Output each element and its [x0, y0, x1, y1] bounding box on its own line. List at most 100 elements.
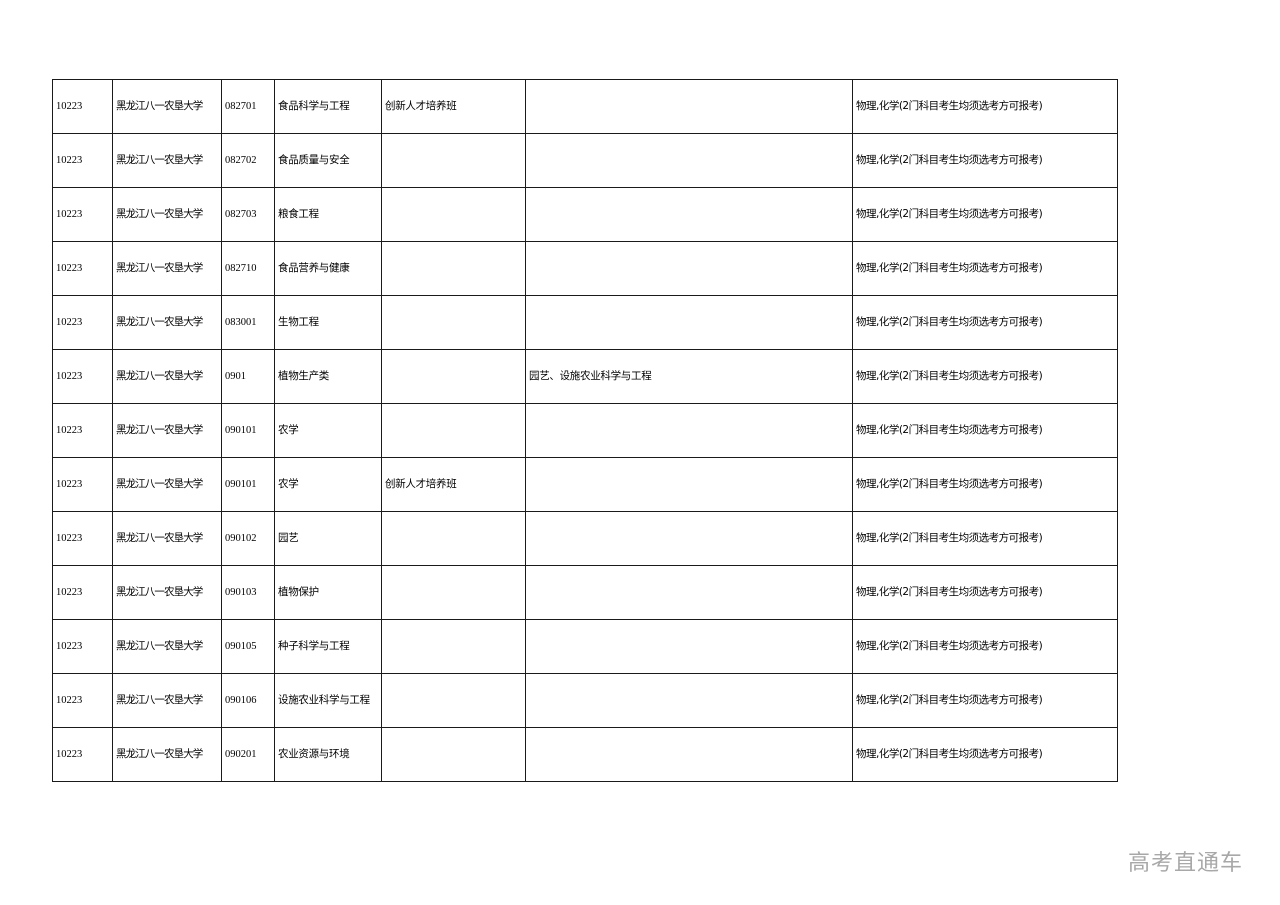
cell-major-code: 090102 [221, 511, 275, 566]
cell-included-majors [525, 565, 853, 620]
cell-subject-requirement: 物理,化学(2门科目考生均须选考方可报考) [852, 565, 1118, 620]
cell-major-code: 0901 [221, 349, 275, 404]
cell-subject-requirement: 物理,化学(2门科目考生均须选考方可报考) [852, 511, 1118, 566]
cell-included-majors [525, 619, 853, 674]
cell-major-name: 食品营养与健康 [274, 241, 382, 296]
cell-institution-code: 10223 [52, 619, 113, 674]
cell-included-majors [525, 511, 853, 566]
table-row: 10223 黑龙江八一农垦大学 090101 农学 创新人才培养班 物理,化学(2门科目考… [52, 457, 1118, 512]
cell-subject-requirement: 物理,化学(2门科目考生均须选考方可报考) [852, 727, 1118, 782]
cell-included-majors [525, 133, 853, 188]
cell-major-name: 农业资源与环境 [274, 727, 382, 782]
cell-major-name: 种子科学与工程 [274, 619, 382, 674]
cell-subject-requirement: 物理,化学(2门科目考生均须选考方可报考) [852, 241, 1118, 296]
table-row: 10223 黑龙江八一农垦大学 090106 设施农业科学与工程 物理,化学(2门科目考… [52, 673, 1118, 728]
table-row: 10223 黑龙江八一农垦大学 090102 园艺 物理,化学(2门科目考生均须选考方可… [52, 511, 1118, 566]
cell-direction [381, 619, 526, 674]
cell-major-code: 090106 [221, 673, 275, 728]
watermark: 高考直通车 [1128, 851, 1244, 876]
cell-major-name: 粮食工程 [274, 187, 382, 242]
cell-included-majors [525, 727, 853, 782]
table-row: 10223 黑龙江八一农垦大学 082702 食品质量与安全 物理,化学(2门科目考生均… [52, 133, 1118, 188]
cell-subject-requirement: 物理,化学(2门科目考生均须选考方可报考) [852, 187, 1118, 242]
cell-subject-requirement: 物理,化学(2门科目考生均须选考方可报考) [852, 403, 1118, 458]
cell-institution-code: 10223 [52, 187, 113, 242]
cell-major-code: 090105 [221, 619, 275, 674]
cell-major-name: 设施农业科学与工程 [274, 673, 382, 728]
cell-included-majors [525, 673, 853, 728]
cell-major-code: 090101 [221, 457, 275, 512]
cell-direction: 创新人才培养班 [381, 79, 526, 134]
table-body: 10223 黑龙江八一农垦大学 082701 食品科学与工程 创新人才培养班 物理,化学(… [52, 79, 1118, 782]
cell-direction: 创新人才培养班 [381, 457, 526, 512]
cell-institution-name: 黑龙江八一农垦大学 [112, 565, 222, 620]
cell-institution-code: 10223 [52, 349, 113, 404]
cell-subject-requirement: 物理,化学(2门科目考生均须选考方可报考) [852, 295, 1118, 350]
cell-major-code: 082702 [221, 133, 275, 188]
table-row: 10223 黑龙江八一农垦大学 0901 植物生产类 园艺、设施农业科学与工程 物理,化学… [52, 349, 1118, 404]
cell-institution-code: 10223 [52, 295, 113, 350]
cell-institution-name: 黑龙江八一农垦大学 [112, 403, 222, 458]
cell-direction [381, 403, 526, 458]
cell-institution-name: 黑龙江八一农垦大学 [112, 673, 222, 728]
cell-direction [381, 133, 526, 188]
major-subject-requirement-table: 10223 黑龙江八一农垦大学 082701 食品科学与工程 创新人才培养班 物理,化学(… [52, 79, 1118, 782]
cell-direction [381, 727, 526, 782]
cell-subject-requirement: 物理,化学(2门科目考生均须选考方可报考) [852, 349, 1118, 404]
cell-major-code: 082710 [221, 241, 275, 296]
cell-institution-name: 黑龙江八一农垦大学 [112, 727, 222, 782]
cell-institution-code: 10223 [52, 79, 113, 134]
cell-major-name: 植物保护 [274, 565, 382, 620]
cell-major-code: 090201 [221, 727, 275, 782]
cell-major-code: 083001 [221, 295, 275, 350]
table-row: 10223 黑龙江八一农垦大学 083001 生物工程 物理,化学(2门科目考生均须选考… [52, 295, 1118, 350]
cell-direction [381, 511, 526, 566]
cell-included-majors: 园艺、设施农业科学与工程 [525, 349, 853, 404]
cell-major-name: 园艺 [274, 511, 382, 566]
cell-included-majors [525, 187, 853, 242]
cell-direction [381, 349, 526, 404]
cell-major-name: 农学 [274, 457, 382, 512]
cell-institution-code: 10223 [52, 133, 113, 188]
cell-major-code: 082701 [221, 79, 275, 134]
cell-major-name: 食品质量与安全 [274, 133, 382, 188]
cell-subject-requirement: 物理,化学(2门科目考生均须选考方可报考) [852, 79, 1118, 134]
cell-major-name: 生物工程 [274, 295, 382, 350]
cell-direction [381, 295, 526, 350]
cell-subject-requirement: 物理,化学(2门科目考生均须选考方可报考) [852, 619, 1118, 674]
table-row: 10223 黑龙江八一农垦大学 090105 种子科学与工程 物理,化学(2门科目考生均… [52, 619, 1118, 674]
cell-institution-name: 黑龙江八一农垦大学 [112, 133, 222, 188]
cell-subject-requirement: 物理,化学(2门科目考生均须选考方可报考) [852, 673, 1118, 728]
cell-major-name: 农学 [274, 403, 382, 458]
cell-institution-code: 10223 [52, 673, 113, 728]
cell-direction [381, 565, 526, 620]
cell-institution-code: 10223 [52, 511, 113, 566]
cell-institution-code: 10223 [52, 727, 113, 782]
cell-included-majors [525, 241, 853, 296]
cell-major-code: 090103 [221, 565, 275, 620]
cell-major-name: 食品科学与工程 [274, 79, 382, 134]
table-row: 10223 黑龙江八一农垦大学 090201 农业资源与环境 物理,化学(2门科目考生均… [52, 727, 1118, 782]
cell-subject-requirement: 物理,化学(2门科目考生均须选考方可报考) [852, 133, 1118, 188]
cell-included-majors [525, 295, 853, 350]
cell-included-majors [525, 79, 853, 134]
cell-institution-name: 黑龙江八一农垦大学 [112, 295, 222, 350]
cell-included-majors [525, 403, 853, 458]
cell-subject-requirement: 物理,化学(2门科目考生均须选考方可报考) [852, 457, 1118, 512]
cell-institution-name: 黑龙江八一农垦大学 [112, 619, 222, 674]
cell-direction [381, 241, 526, 296]
cell-direction [381, 673, 526, 728]
cell-institution-code: 10223 [52, 403, 113, 458]
cell-major-code: 082703 [221, 187, 275, 242]
cell-institution-name: 黑龙江八一农垦大学 [112, 457, 222, 512]
cell-institution-name: 黑龙江八一农垦大学 [112, 349, 222, 404]
cell-institution-name: 黑龙江八一农垦大学 [112, 511, 222, 566]
table-row: 10223 黑龙江八一农垦大学 090101 农学 物理,化学(2门科目考生均须选考方可… [52, 403, 1118, 458]
cell-major-code: 090101 [221, 403, 275, 458]
cell-institution-name: 黑龙江八一农垦大学 [112, 79, 222, 134]
cell-institution-code: 10223 [52, 457, 113, 512]
table-row: 10223 黑龙江八一农垦大学 082710 食品营养与健康 物理,化学(2门科目考生均… [52, 241, 1118, 296]
cell-included-majors [525, 457, 853, 512]
table-row: 10223 黑龙江八一农垦大学 090103 植物保护 物理,化学(2门科目考生均须选考… [52, 565, 1118, 620]
